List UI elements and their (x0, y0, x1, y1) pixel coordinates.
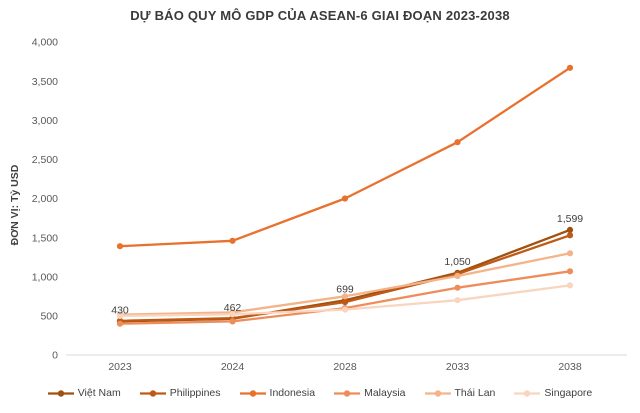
data-label: 1,050 (444, 256, 470, 268)
line-chart-plot-area: 0 500 1,000 1,500 2,000 2,500 3,000 3,500 4,000 2… (32, 37, 627, 373)
data-point-Malaysia (229, 318, 236, 325)
data-label: 699 (336, 283, 354, 295)
x-tick-label: 2028 (333, 361, 357, 373)
data-point-Singapore (341, 306, 349, 313)
legend-marker-icon (47, 389, 74, 397)
x-tick-label: 2038 (558, 361, 582, 373)
legend-marker-icon (334, 389, 361, 397)
x-tick-label: 2024 (221, 361, 245, 373)
y-tick-label: 2,000 (32, 193, 58, 205)
legend-item-Malaysia: Malaysia (334, 387, 406, 399)
x-tick-label: 2033 (446, 361, 470, 373)
legend-marker-icon (139, 389, 166, 397)
data-point-Indonesia (566, 64, 574, 71)
data-point-Thái Lan (566, 250, 574, 257)
legend-marker-icon (424, 389, 451, 397)
legend-label: Indonesia (269, 387, 316, 399)
data-point-Việt Nam (566, 226, 574, 233)
legend-label: Thái Lan (454, 387, 496, 399)
y-tick-label: 1,500 (32, 232, 58, 244)
data-point-Thái Lan (341, 293, 349, 300)
legend-item-Indonesia: Indonesia (239, 387, 316, 399)
data-point-Malaysia (116, 320, 124, 327)
legend-label: Singapore (544, 387, 593, 399)
y-tick-label: 500 (40, 311, 58, 323)
legend-marker-icon (239, 389, 266, 397)
data-point-Indonesia (454, 139, 461, 146)
data-label: 462 (224, 302, 242, 314)
legend-item-Thái Lan: Thái Lan (424, 387, 496, 399)
y-tick-label: 3,500 (32, 76, 58, 88)
legend-label: Philippines (169, 387, 221, 399)
data-point-Indonesia (229, 237, 236, 244)
y-tick-label: 1,000 (32, 271, 58, 283)
legend-item-Việt Nam: Việt Nam (47, 387, 121, 399)
legend-item-Singapore: Singapore (514, 387, 592, 399)
chart-legend: Việt Nam Philippines Indonesia Malaysia Thái… (0, 387, 640, 399)
y-tick-label: 3,000 (32, 115, 58, 127)
data-point-Singapore (116, 312, 124, 319)
data-label: 1,599 (557, 213, 583, 225)
y-tick-label: 2,500 (32, 154, 58, 166)
data-point-Malaysia (454, 284, 461, 291)
data-point-Singapore (229, 311, 236, 318)
data-label: 430 (111, 304, 129, 316)
legend-label: Việt Nam (77, 387, 121, 399)
data-point-Thái Lan (454, 272, 461, 280)
x-tick-label: 2023 (108, 361, 132, 373)
data-point-Singapore (454, 297, 461, 304)
series-line-Indonesia (118, 66, 572, 248)
data-point-Indonesia (341, 195, 349, 202)
y-tick-label: 4,000 (32, 37, 58, 49)
chart-title: DỰ BÁO QUY MÔ GDP CỦA ASEAN-6 GIAI ĐOẠN … (130, 8, 510, 23)
data-point-Indonesia (116, 243, 124, 250)
legend-marker-icon (514, 389, 541, 397)
data-point-Malaysia (566, 268, 574, 275)
data-point-Philippines (566, 232, 574, 239)
data-point-Philippines (341, 299, 349, 306)
y-tick-label: 0 (52, 350, 58, 362)
legend-item-Philippines: Philippines (139, 387, 221, 399)
data-point-Singapore (566, 282, 574, 289)
legend-label: Malaysia (364, 387, 406, 399)
